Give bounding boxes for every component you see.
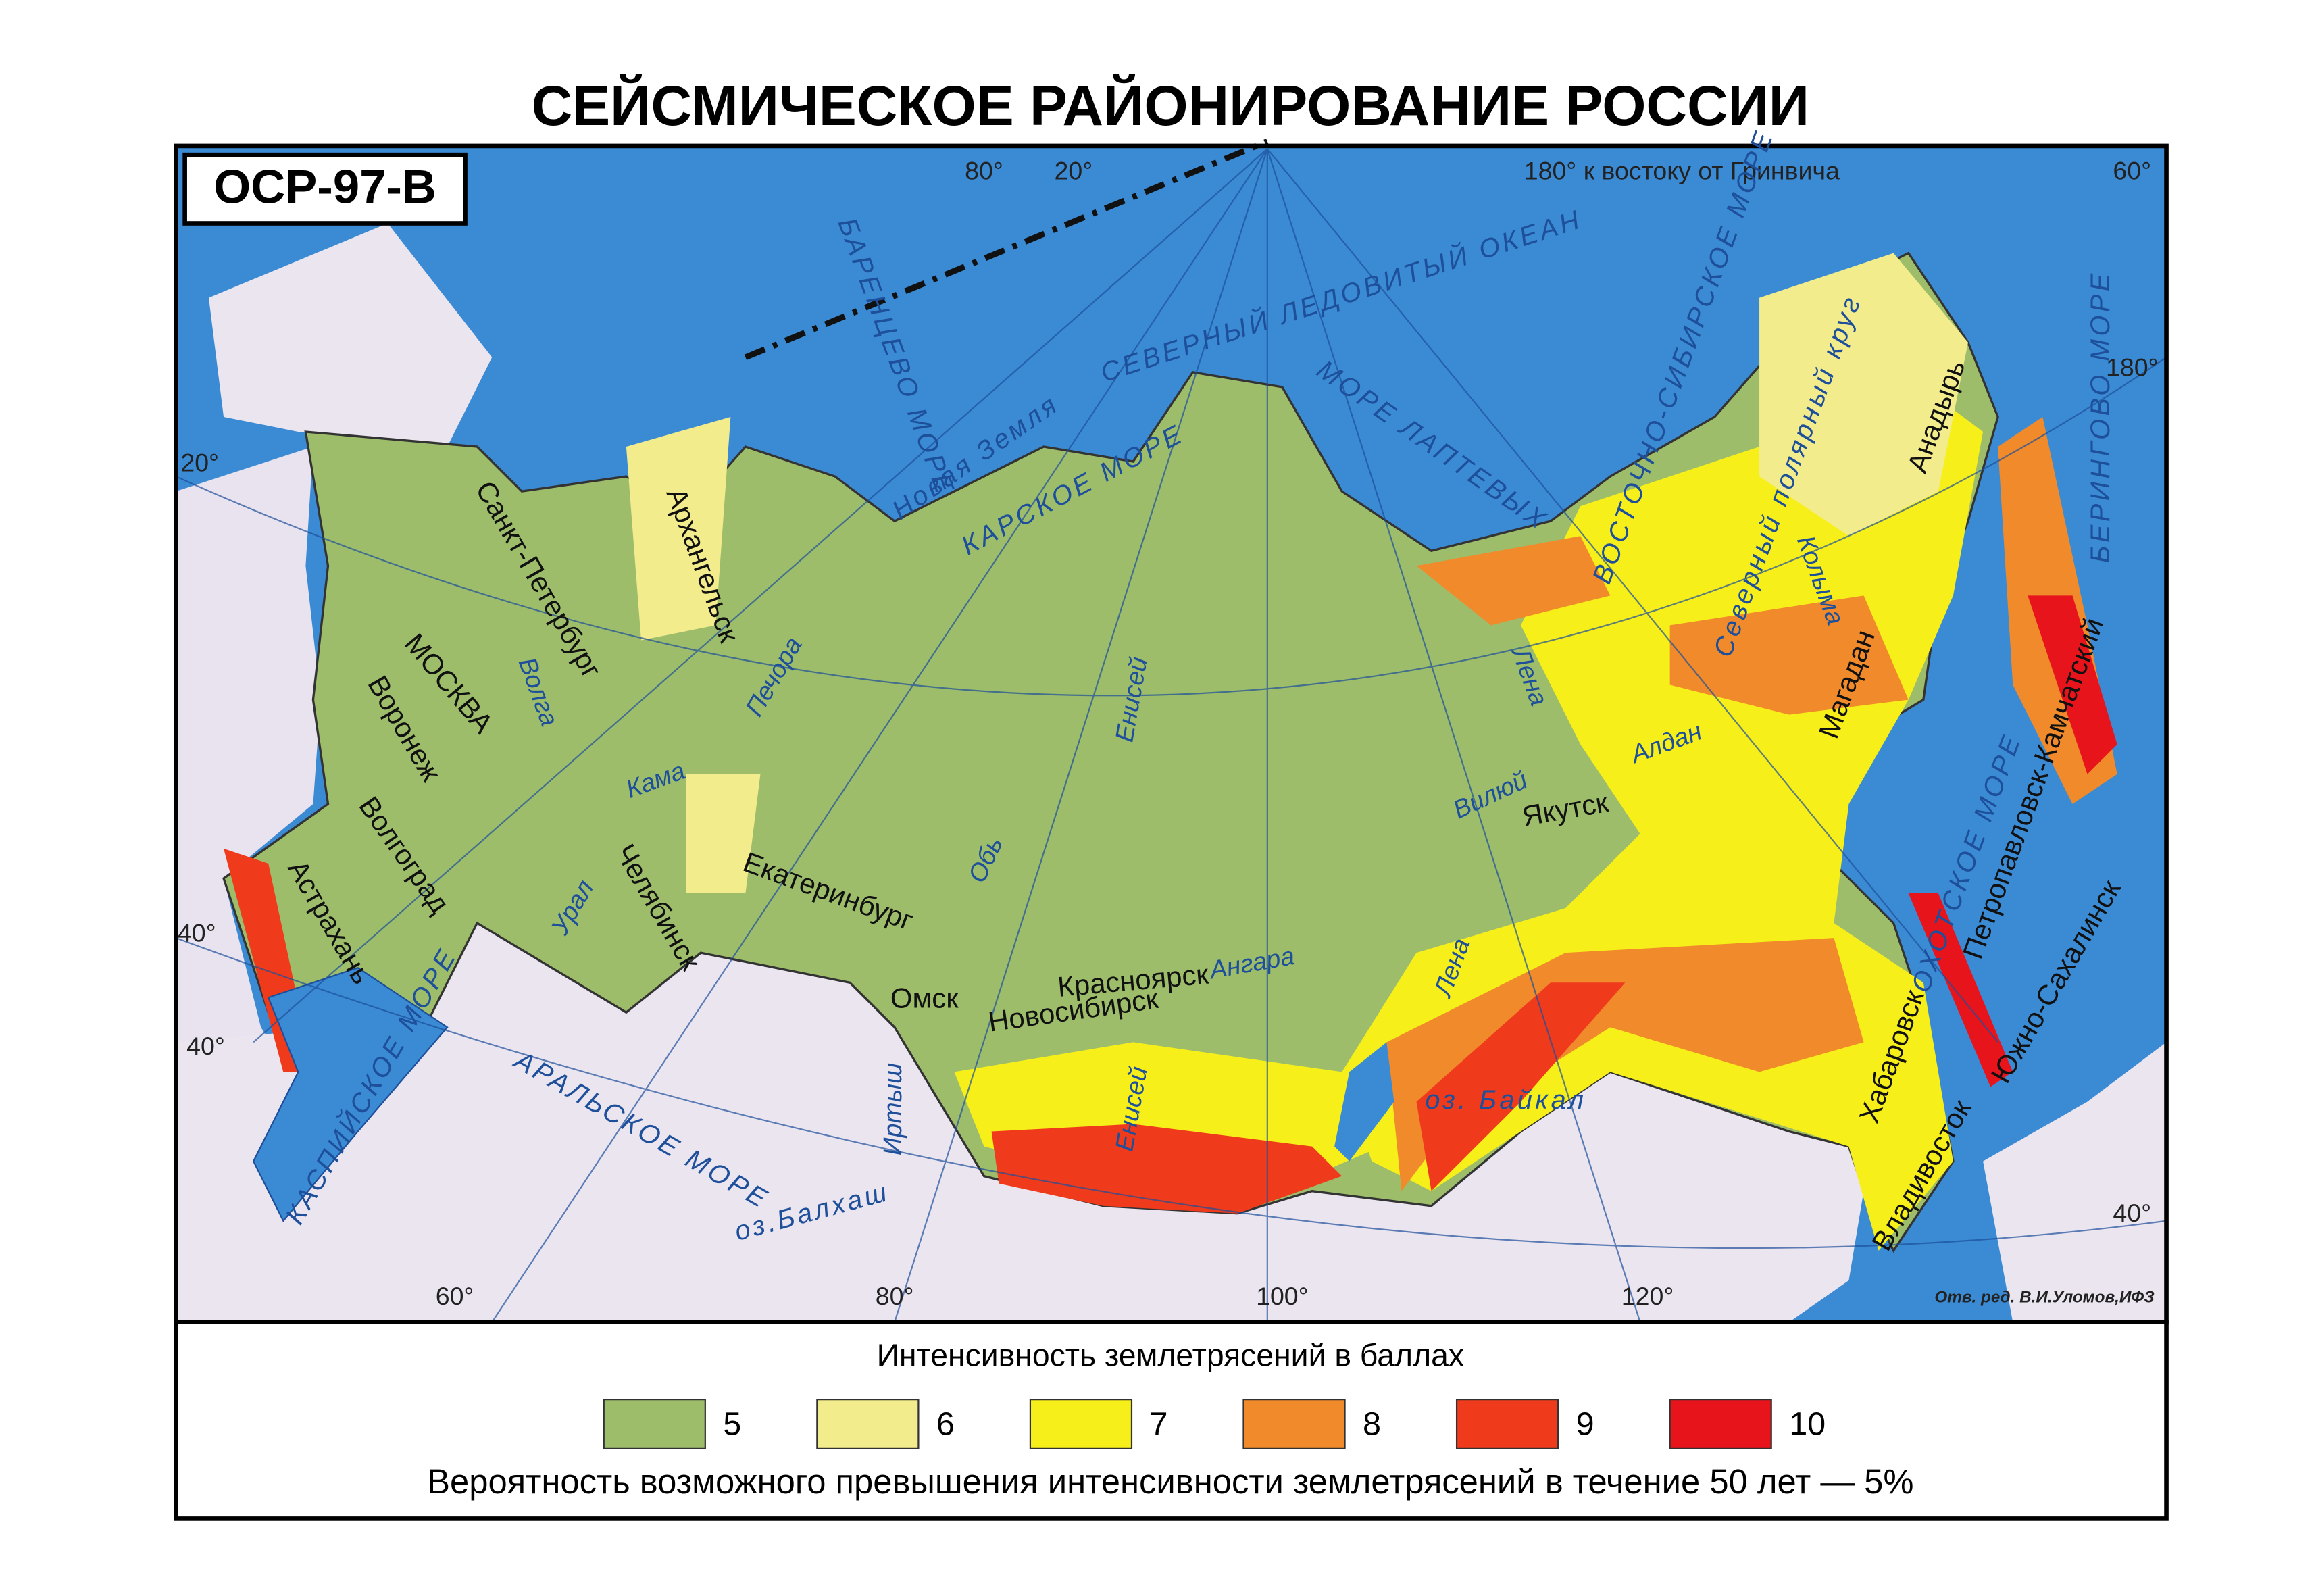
river-label: Иртыш (878, 1063, 907, 1155)
legend-label: 9 (1576, 1406, 1594, 1443)
graticule-label: 180° к востоку от Гринвича (1524, 157, 1840, 185)
graticule-label: 80° (965, 157, 1003, 185)
zone-10 (2028, 595, 2117, 774)
legend-title: Интенсивность землетрясений в баллах (877, 1338, 1464, 1373)
zone-8 (1669, 595, 1909, 715)
badge-box (182, 152, 468, 226)
graticule-label: 180° (2106, 353, 2159, 381)
sea-label: оз. Байкал (1425, 1085, 1586, 1115)
legend-label: 7 (1149, 1406, 1167, 1443)
graticule-label: 20° (180, 448, 219, 476)
zone-9 (1416, 982, 1626, 1191)
legend-caption: Вероятность возможного превышения интенс… (427, 1462, 1913, 1501)
legend-swatch (603, 1399, 706, 1449)
city-label: Омск (890, 982, 959, 1014)
legend-label: 6 (936, 1406, 955, 1443)
legend-swatch (1455, 1399, 1559, 1449)
foreign-land (176, 447, 321, 1221)
graticule-label: 60° (436, 1282, 474, 1310)
graticule-label: 40° (2113, 1199, 2151, 1227)
graticule (175, 148, 2167, 1323)
graticule-label: 100° (1256, 1282, 1309, 1310)
graticule-label: 120° (1621, 1282, 1674, 1310)
legend-swatch (1669, 1399, 1772, 1449)
title: СЕЙСМИЧЕСКОЕ РАЙОНИРОВАНИЕ РОССИИ (532, 74, 1809, 137)
lake-baikal (1334, 1042, 1394, 1162)
zone-6 (1759, 253, 1969, 537)
graticule-label: 40° (186, 1032, 225, 1060)
graticule-label: 20° (1055, 157, 1093, 185)
legend-frame (174, 1320, 2169, 1521)
legend: Интенсивность землетрясений в баллах Вер… (174, 1320, 2169, 1521)
graticule-label: 80° (876, 1282, 914, 1310)
legend-label: 5 (723, 1406, 741, 1443)
zone-6 (626, 416, 731, 641)
zone-8 (1386, 938, 1864, 1191)
legend-swatch (816, 1399, 920, 1449)
zone-9 (991, 1124, 1342, 1214)
zone-8 (1416, 536, 1611, 626)
zone-6 (686, 774, 761, 894)
foreign-land (176, 923, 1864, 1322)
badge: ОСР-97-В (213, 160, 436, 214)
scandinavia (208, 223, 493, 447)
foreign-land (1983, 1042, 2167, 1322)
legend-label: 8 (1363, 1406, 1381, 1443)
border-line (744, 139, 1269, 360)
legend-swatch (1242, 1399, 1346, 1449)
legend-label: 10 (1789, 1406, 1826, 1443)
legend-swatch (1029, 1399, 1133, 1449)
sea-label: БЕРИНГОВО МОРЕ (2086, 271, 2115, 564)
graticule-label: 40° (178, 919, 216, 947)
zone-10 (1908, 893, 2013, 1087)
caspian-sea (252, 966, 449, 1222)
credit: Отв. ред. В.И.Уломов,ИФЗ (1934, 1289, 2155, 1307)
map-area: ОСР-97-В Отв. ред. В.И.Уломов,ИФЗ 80° 20°… (174, 126, 2169, 1324)
graticule-label: 60° (2113, 157, 2151, 185)
